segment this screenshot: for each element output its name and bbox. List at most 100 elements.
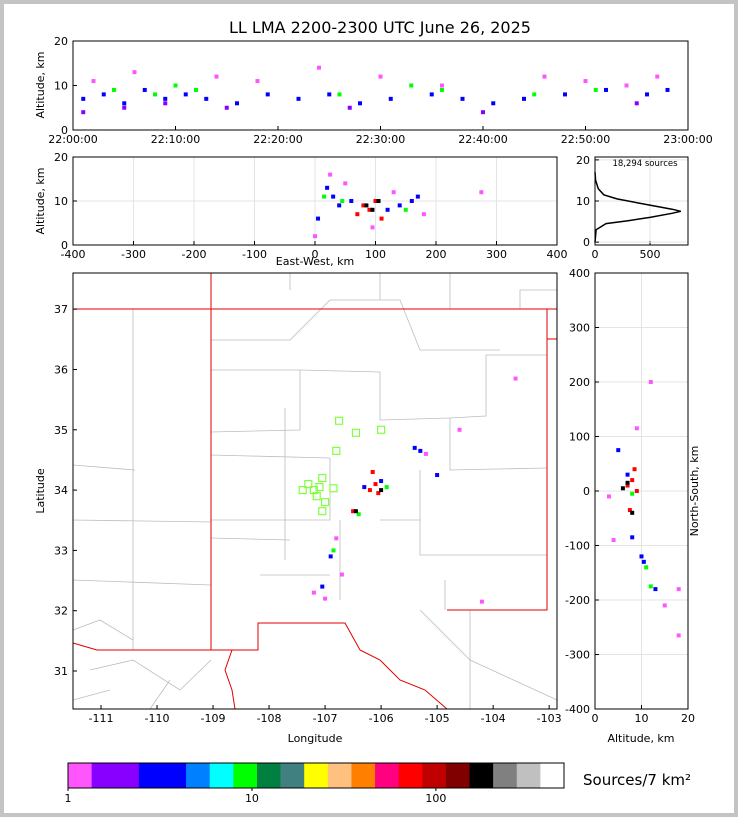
- color-swatch: [516, 763, 541, 788]
- station: [377, 425, 386, 434]
- source-point: [630, 478, 635, 483]
- source-point: [563, 92, 567, 97]
- y-tick-label: -100: [565, 540, 590, 553]
- source-point: [163, 101, 168, 106]
- source-point: [355, 212, 360, 217]
- source-point: [370, 207, 375, 212]
- x-tick-label: 200: [426, 248, 447, 261]
- source-point: [122, 105, 127, 110]
- source-point: [625, 472, 630, 477]
- source-point: [593, 87, 598, 92]
- source-point: [630, 491, 635, 496]
- x-tick-label: -111: [89, 712, 114, 725]
- y-tick-label: 20: [54, 35, 68, 48]
- y-tick-label: 0: [61, 124, 68, 137]
- source-point: [655, 74, 660, 79]
- source-point: [325, 185, 330, 190]
- y-tick-label: 200: [569, 376, 590, 389]
- y-tick-label: 10: [576, 195, 590, 208]
- source-point: [639, 554, 644, 559]
- y-axis-label: Latitude: [34, 468, 47, 514]
- x-tick-label: 22:30:00: [356, 133, 405, 146]
- source-point: [328, 172, 333, 177]
- x-tick-label: 20: [681, 712, 695, 725]
- source-point: [320, 584, 325, 589]
- y-tick-label: 100: [569, 431, 590, 444]
- y-tick-label: 10: [54, 195, 68, 208]
- color-swatch: [540, 763, 565, 788]
- source-point: [632, 467, 637, 472]
- x-tick-label: -106: [369, 712, 394, 725]
- y-tick-label: -400: [565, 703, 590, 716]
- source-point: [491, 101, 496, 106]
- source-point: [327, 92, 332, 97]
- x-tick-label: 500: [640, 248, 661, 261]
- source-point: [542, 74, 547, 79]
- source-point: [630, 535, 635, 540]
- source-point: [429, 92, 434, 97]
- x-tick-label: -200: [182, 248, 207, 261]
- source-point: [173, 83, 178, 88]
- source-point: [316, 216, 321, 221]
- source-point: [194, 87, 198, 92]
- source-point: [378, 74, 383, 79]
- source-point: [457, 427, 462, 432]
- source-point: [204, 96, 209, 101]
- source-point: [479, 599, 484, 604]
- color-swatch: [398, 763, 423, 788]
- station: [304, 479, 313, 489]
- color-swatch: [422, 763, 447, 788]
- source-point: [384, 485, 389, 490]
- source-point: [122, 101, 127, 106]
- source-point: [634, 101, 639, 106]
- color-swatch: [375, 763, 399, 788]
- source-point: [91, 79, 96, 84]
- county-lines: [72, 273, 558, 710]
- source-point: [337, 92, 342, 97]
- source-point: [323, 596, 328, 601]
- source-point: [385, 207, 390, 212]
- y-axis-label: Altitude, km: [34, 167, 47, 234]
- source-point: [423, 451, 428, 456]
- source-point: [611, 538, 616, 543]
- source-point: [648, 584, 653, 589]
- source-point: [370, 470, 375, 475]
- color-swatch: [91, 763, 116, 788]
- colorbar-tick-label: 100: [425, 792, 446, 805]
- source-point: [435, 473, 440, 478]
- colorbar-tick-label: 10: [245, 792, 259, 805]
- source-point: [403, 207, 408, 212]
- axes-frame: [72, 272, 558, 710]
- source-point: [347, 105, 352, 110]
- x-tick-label: -100: [242, 248, 267, 261]
- source-point: [112, 87, 116, 92]
- color-swatch: [327, 763, 352, 788]
- x-axis-label: Longitude: [288, 732, 343, 745]
- colorbar-frame: [67, 762, 565, 789]
- source-point: [370, 225, 375, 230]
- x-tick-label: 22:20:00: [253, 133, 302, 146]
- color-swatch: [209, 763, 234, 788]
- x-tick-label: -103: [537, 712, 562, 725]
- color-swatch: [256, 763, 281, 788]
- x-tick-label: 0: [592, 712, 599, 725]
- source-point: [296, 96, 301, 101]
- source-point: [625, 480, 630, 485]
- source-point: [620, 486, 625, 491]
- chart-title: LL LMA 2200-2300 UTC June 26, 2025: [229, 18, 531, 37]
- axes-frame: [594, 156, 689, 246]
- station: [329, 484, 338, 493]
- x-tick-label: 0: [312, 248, 319, 261]
- source-point: [364, 203, 369, 208]
- y-tick-label: -300: [565, 649, 590, 662]
- station: [332, 446, 341, 455]
- source-point: [653, 587, 658, 592]
- profile-line: [594, 172, 681, 243]
- colorbar-tick-label: 1: [65, 792, 72, 805]
- source-point: [322, 194, 327, 199]
- y-tick-label: 33: [54, 544, 68, 557]
- source-point: [367, 488, 372, 493]
- source-point: [331, 194, 336, 199]
- source-point: [624, 83, 629, 88]
